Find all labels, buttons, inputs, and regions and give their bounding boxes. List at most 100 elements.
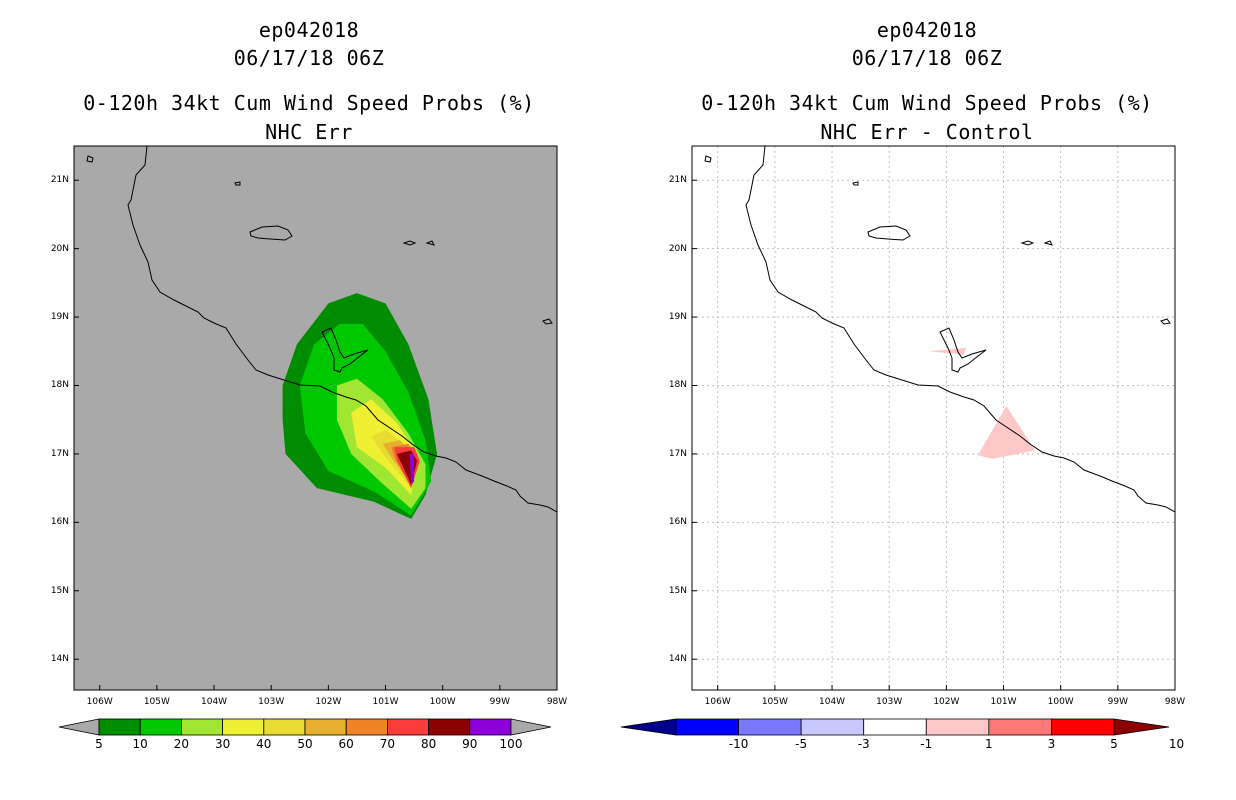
x-tick-label: 101W [990, 697, 1017, 707]
colorbar-segment [428, 718, 471, 736]
colorbar-segment [675, 718, 739, 736]
storm-id: ep042018 [258, 18, 360, 42]
colorbar-segment [469, 718, 512, 736]
x-tick-label: 101W [372, 697, 399, 707]
y-tick-label: 20N [50, 243, 69, 254]
y-tick-label: 17N [668, 448, 687, 459]
y-tick-label: 18N [668, 380, 687, 391]
lake-outline [321, 327, 369, 373]
y-tick-label: 18N [50, 380, 69, 391]
x-tick-label: 99W [489, 697, 511, 707]
colorbar-label: 80 [420, 737, 437, 751]
storm-id: ep042018 [876, 18, 978, 42]
colorbar-segment [345, 718, 388, 736]
colorbar-label: -3 [857, 737, 870, 751]
colorbar-label: 10 [132, 737, 148, 751]
colorbar-label: 60 [338, 737, 354, 751]
y-tick-label: 19N [668, 312, 687, 323]
colorbar [58, 718, 552, 736]
chart-subtitle: NHC Err [265, 120, 353, 144]
colorbar-label: 90 [462, 737, 478, 751]
island-outline [867, 225, 911, 241]
y-tick-label: 21N [668, 175, 687, 186]
x-tick-label: 98W [546, 697, 568, 707]
datetime: 06/17/18 06Z [851, 46, 1003, 70]
island-outline [86, 155, 94, 163]
x-tick-label: 106W [86, 697, 113, 707]
colorbar-segment [1051, 718, 1115, 736]
left-panel: ep042018 06/17/18 06Z 0-120h 34kt Cum Wi… [50, 18, 568, 751]
colorbar-segment [800, 718, 865, 736]
contour-90-region [409, 453, 415, 485]
x-tick-label: 103W [876, 697, 903, 707]
y-tick-label: 14N [50, 654, 69, 665]
coastline [127, 146, 557, 513]
island-outline [1020, 240, 1035, 246]
x-tick-label: 103W [258, 697, 285, 707]
colorbar-label: 70 [379, 737, 396, 751]
right-panel: ep042018 06/17/18 06Z 0-120h 34kt Cum Wi… [618, 0, 1236, 800]
island-outline [542, 318, 553, 325]
y-tick-label: 17N [50, 448, 69, 459]
colorbar-label: 50 [297, 737, 313, 751]
colorbar-segment [222, 718, 265, 736]
island-outline [852, 181, 859, 186]
colorbar-segment [925, 718, 990, 736]
colorbar-segment [263, 718, 306, 736]
lake-outline [939, 327, 987, 373]
colorbar [620, 718, 1170, 736]
chart-title: 0-120h 34kt Cum Wind Speed Probs (%) [83, 91, 535, 115]
island-outline [1043, 240, 1053, 246]
x-tick-label: 102W [315, 697, 342, 707]
y-tick-label: 19N [50, 312, 69, 323]
colorbar-label: 3 [1047, 737, 1056, 751]
colorbar-segment [863, 718, 927, 736]
y-tick-label: 20N [668, 243, 687, 254]
x-tick-label: 105W [761, 697, 788, 707]
island-outline [1160, 318, 1171, 325]
plot-frame [73, 145, 558, 691]
colorbar-label: 100 [499, 737, 523, 751]
coastline [745, 146, 1175, 513]
colorbar-segment [180, 718, 223, 736]
colorbar-segment [98, 718, 141, 736]
colorbar-label: 40 [256, 737, 272, 751]
y-tick-label: 15N [50, 585, 69, 596]
y-tick-label: 14N [668, 654, 687, 665]
colorbar-label: -5 [795, 737, 808, 751]
right-map [620, 145, 1176, 736]
plot-background [692, 146, 1175, 690]
plot-frame [691, 145, 1176, 691]
y-tick-label: 15N [668, 585, 687, 596]
island-outline [425, 240, 435, 246]
colorbar-segment [139, 718, 182, 736]
colorbar-label: 20 [173, 737, 190, 751]
colorbar-label: 1 [985, 737, 993, 751]
colorbar-label: 5 [95, 737, 103, 751]
x-tick-label: 104W [818, 697, 846, 707]
colorbar-label: -1 [920, 737, 933, 751]
x-tick-label: 104W [200, 697, 228, 707]
colorbar-segment [304, 718, 347, 736]
colorbar-upper-extension [1113, 718, 1170, 736]
x-tick-label: 100W [429, 697, 456, 707]
x-tick-label: 102W [933, 697, 960, 707]
colorbar-label: 30 [214, 737, 231, 751]
x-tick-label: 98W [1164, 697, 1186, 707]
y-tick-label: 21N [50, 175, 69, 186]
island-outline [234, 181, 241, 186]
y-tick-label: 16N [668, 517, 687, 528]
island-outline [704, 155, 712, 163]
y-tick-label: 16N [50, 517, 69, 528]
left-map [58, 145, 558, 736]
colorbar-label: 10 [1168, 737, 1185, 751]
island-outline [402, 240, 417, 246]
colorbar-segment [386, 718, 429, 736]
x-tick-label: 106W [704, 697, 731, 707]
x-tick-label: 105W [143, 697, 170, 707]
chart-subtitle: NHC Err - Control [820, 120, 1034, 144]
colorbar-upper-extension [510, 718, 552, 736]
colorbar-label: -10 [728, 737, 749, 751]
island-outline [249, 225, 293, 241]
colorbar-segment [988, 718, 1052, 736]
